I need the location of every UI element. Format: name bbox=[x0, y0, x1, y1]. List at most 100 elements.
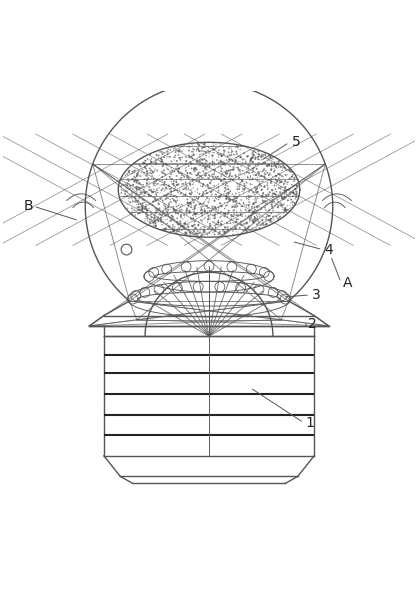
Point bbox=[162, 147, 169, 157]
Point bbox=[254, 202, 260, 211]
Point bbox=[187, 198, 194, 208]
Point bbox=[240, 188, 247, 198]
Point bbox=[152, 195, 158, 204]
Point bbox=[237, 157, 243, 167]
Point bbox=[218, 220, 225, 229]
Point bbox=[124, 175, 130, 185]
Point bbox=[239, 176, 246, 186]
Point bbox=[118, 181, 125, 191]
Point bbox=[163, 159, 169, 169]
Point bbox=[158, 214, 164, 224]
Point bbox=[138, 216, 145, 225]
Point bbox=[133, 176, 140, 186]
Point bbox=[171, 186, 178, 195]
Point bbox=[281, 179, 288, 188]
Point bbox=[159, 155, 166, 165]
Point bbox=[176, 145, 183, 154]
Point bbox=[212, 172, 219, 182]
Point bbox=[192, 229, 199, 238]
Point bbox=[271, 164, 278, 173]
Point bbox=[191, 221, 197, 230]
Point bbox=[228, 174, 235, 184]
Point bbox=[129, 207, 135, 217]
Point bbox=[217, 149, 224, 159]
Point bbox=[125, 175, 131, 184]
Point bbox=[204, 146, 211, 156]
Point bbox=[228, 212, 235, 222]
Point bbox=[192, 217, 199, 226]
Point bbox=[171, 191, 177, 201]
Point bbox=[244, 226, 250, 236]
Point bbox=[232, 157, 239, 167]
Point bbox=[218, 171, 224, 181]
Point bbox=[184, 216, 191, 226]
Point bbox=[151, 217, 158, 227]
Point bbox=[209, 157, 216, 167]
Point bbox=[206, 214, 213, 224]
Point bbox=[145, 216, 151, 226]
Point bbox=[239, 207, 245, 216]
Point bbox=[208, 202, 215, 211]
Point bbox=[255, 216, 262, 226]
Point bbox=[177, 217, 184, 226]
Point bbox=[229, 156, 236, 166]
Point bbox=[217, 199, 224, 208]
Point bbox=[175, 226, 182, 236]
Point bbox=[138, 162, 144, 171]
Point bbox=[178, 188, 185, 198]
Point bbox=[248, 213, 255, 222]
Point bbox=[205, 211, 212, 220]
Point bbox=[252, 162, 259, 171]
Point bbox=[160, 161, 166, 170]
Point bbox=[181, 223, 187, 233]
Point bbox=[245, 222, 252, 232]
Point bbox=[230, 163, 237, 173]
Point bbox=[139, 195, 145, 205]
Point bbox=[224, 168, 230, 178]
Point bbox=[254, 203, 260, 212]
Point bbox=[289, 197, 296, 207]
Point bbox=[236, 184, 242, 194]
Point bbox=[258, 198, 265, 208]
Point bbox=[136, 161, 143, 170]
Point bbox=[237, 153, 244, 163]
Point bbox=[251, 214, 258, 223]
Point bbox=[221, 174, 227, 184]
Point bbox=[184, 171, 191, 181]
Point bbox=[273, 162, 279, 172]
Point bbox=[158, 185, 165, 195]
Point bbox=[172, 206, 178, 216]
Point bbox=[131, 168, 138, 178]
Point bbox=[209, 211, 216, 220]
Point bbox=[157, 157, 164, 166]
Point bbox=[194, 165, 200, 174]
Point bbox=[212, 202, 218, 211]
Point bbox=[231, 210, 237, 220]
Point bbox=[251, 146, 258, 156]
Point bbox=[219, 164, 225, 173]
Text: 3: 3 bbox=[312, 288, 321, 302]
Point bbox=[228, 214, 234, 224]
Point bbox=[255, 167, 262, 176]
Point bbox=[217, 162, 224, 172]
Point bbox=[201, 139, 208, 148]
Point bbox=[155, 199, 162, 208]
Point bbox=[140, 159, 147, 168]
Point bbox=[131, 172, 138, 181]
Point bbox=[150, 168, 157, 177]
Point bbox=[140, 180, 146, 189]
Point bbox=[196, 152, 203, 162]
Point bbox=[273, 157, 280, 167]
Point bbox=[247, 211, 254, 220]
Point bbox=[291, 175, 298, 185]
Point bbox=[252, 194, 259, 203]
Point bbox=[189, 170, 195, 179]
Point bbox=[225, 185, 232, 194]
Point bbox=[232, 155, 239, 165]
Point bbox=[266, 188, 273, 197]
Point bbox=[171, 226, 178, 236]
Point bbox=[225, 144, 232, 153]
Point bbox=[191, 227, 198, 236]
Point bbox=[214, 184, 220, 193]
Point bbox=[251, 212, 258, 222]
